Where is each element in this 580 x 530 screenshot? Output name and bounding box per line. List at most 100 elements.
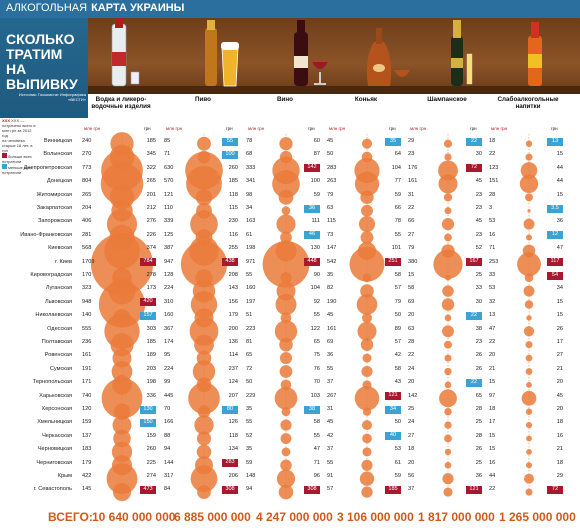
spend-value: 142 — [408, 392, 418, 399]
per-person-badge: 22 — [466, 137, 482, 146]
spend-value: 339 — [164, 218, 174, 225]
bubble-column — [349, 134, 385, 498]
per-person-value: 55 — [394, 231, 401, 238]
per-person-value: 64 — [394, 151, 401, 158]
spend-value: 28 — [489, 191, 496, 198]
spend-bubble — [190, 465, 218, 493]
total-label: ВСЕГО: — [48, 510, 93, 524]
spend-value: 23 — [408, 151, 415, 158]
per-person-value: 173 — [146, 285, 156, 292]
spend-value: 125 — [164, 231, 174, 238]
spend-value: 94 — [164, 446, 171, 453]
per-person-value: 17 — [556, 339, 563, 345]
per-person-value: 43 — [394, 379, 401, 386]
per-person-value: 25 — [475, 419, 482, 426]
region-label: Харьковская — [39, 392, 72, 399]
spend-value: 35 — [327, 272, 334, 278]
wine-icon — [294, 20, 328, 86]
per-person-value: 57 — [394, 285, 401, 292]
spend-value: 34 — [246, 205, 253, 211]
region-label: Волынская — [43, 151, 72, 158]
per-person-badge: 34 — [385, 405, 401, 414]
per-person-value: 61 — [394, 459, 401, 466]
per-person-value: 59 — [313, 191, 320, 198]
vodka-bottle-icon — [111, 18, 140, 87]
region-label: Львовская — [44, 298, 72, 305]
spend-value: 147 — [327, 245, 337, 252]
spend-value: 183 — [82, 446, 92, 453]
spend-bubble — [361, 312, 373, 323]
spend-value: 137 — [82, 432, 92, 439]
spend-value: 25 — [408, 406, 415, 412]
spend-bubble — [194, 415, 214, 435]
spend-bubble — [433, 249, 463, 279]
spend-value: 174 — [164, 339, 174, 345]
spend-value: 22 — [489, 486, 496, 493]
spend-bubble — [280, 433, 292, 444]
spend-value: 128 — [164, 272, 174, 278]
spend-bubble — [525, 354, 533, 362]
spend-value: 56 — [408, 473, 415, 479]
spend-bubble — [361, 420, 373, 431]
region-label: Полтавская — [41, 339, 72, 345]
region-label: г. Киев — [55, 258, 72, 265]
category-total: 1 265 000 000 — [499, 510, 576, 524]
spend-bubble — [357, 321, 377, 341]
spend-value: 73 — [327, 231, 334, 238]
spend-bubble — [525, 193, 533, 202]
spend-value: 35 — [246, 446, 253, 453]
spend-value: 270 — [82, 151, 92, 158]
spend-bubble — [526, 448, 532, 455]
spend-value: 28 — [408, 339, 415, 345]
region-label: Житомирская — [36, 191, 73, 198]
per-person-value: 16 — [556, 432, 563, 439]
spend-bubble — [349, 246, 385, 282]
spend-bubble — [190, 210, 218, 238]
per-person-value: 50 — [394, 312, 401, 319]
spend-value: 81 — [246, 339, 253, 345]
per-person-value: 27 — [556, 352, 563, 359]
per-person-badge: 22 — [466, 378, 482, 387]
spend-value: 97 — [489, 392, 496, 399]
per-person-badge: 36 — [304, 204, 320, 213]
region-label: Тернопольская — [32, 379, 72, 386]
col-header-mln: млн грн — [248, 126, 265, 131]
per-person-value: 44 — [556, 178, 563, 185]
spend-bubble — [278, 484, 294, 500]
spend-value: 21 — [489, 365, 496, 372]
spend-value: 422 — [82, 473, 92, 479]
per-person-badge: 308 — [304, 485, 320, 494]
spend-value: 22 — [489, 151, 496, 158]
spend-value: 121 — [164, 191, 174, 198]
per-person-value: 87 — [313, 151, 320, 158]
spend-value: 71 — [489, 245, 496, 252]
spend-bubble — [444, 407, 452, 416]
spend-value: 47 — [489, 325, 496, 332]
spend-bubble — [280, 459, 292, 472]
spend-bubble — [525, 408, 533, 415]
spend-bubble — [525, 368, 533, 375]
spend-bubble — [361, 365, 373, 378]
per-person-value: 44 — [556, 164, 563, 171]
per-person-value: 143 — [228, 285, 238, 292]
spend-bubble — [526, 315, 532, 321]
spend-value: 68 — [246, 151, 253, 158]
spend-bubble — [526, 435, 532, 442]
spend-bubble — [196, 444, 212, 460]
spend-value: 947 — [164, 258, 174, 265]
spend-value: 140 — [82, 312, 92, 319]
per-person-badge: 121 — [385, 392, 401, 401]
spend-bubble — [442, 473, 454, 485]
category-total: 4 247 000 000 — [256, 510, 333, 524]
per-person-value: 28 — [475, 432, 482, 439]
spend-value: 176 — [408, 164, 418, 171]
spend-value: 568 — [82, 245, 92, 252]
region-label: Ивано-Франковская — [20, 231, 72, 238]
spend-value: 66 — [408, 218, 415, 225]
per-person-value: 118 — [229, 432, 238, 439]
spend-bubble — [361, 204, 373, 217]
per-person-value: 25 — [475, 272, 482, 278]
per-person-value: 116 — [229, 231, 238, 238]
spend-value: 160 — [164, 312, 174, 319]
spend-value: 16 — [489, 231, 496, 238]
